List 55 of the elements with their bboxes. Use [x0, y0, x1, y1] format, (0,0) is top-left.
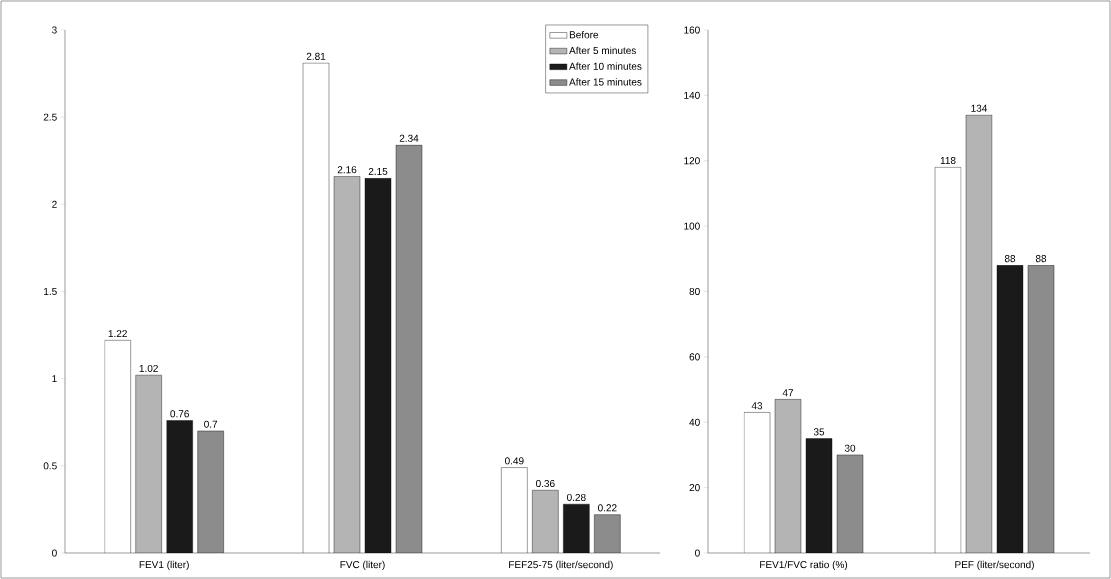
data-label: 43 [751, 402, 763, 410]
legend-label: After 10 minutes [569, 62, 642, 70]
y-tick-label: 1.5 [44, 288, 57, 295]
bar [965, 114, 993, 553]
data-label: 1.02 [139, 364, 158, 372]
x-tick-label: FEV1 (liter) [139, 560, 189, 571]
bar [806, 438, 833, 553]
x-tick-label: FEV1/FVC ratio (%) [760, 560, 848, 571]
y-tick-label: 100 [684, 222, 700, 230]
data-label: 47 [782, 389, 794, 397]
y-tick-label: 0.5 [43, 462, 57, 470]
y-tick-label: 20 [689, 484, 700, 492]
data-label: 0.7 [204, 420, 218, 428]
data-label: 0.28 [567, 493, 586, 501]
bar [365, 178, 391, 553]
y-tick-label: 160 [684, 26, 700, 34]
data-label: 30 [844, 444, 856, 452]
data-label: 0.22 [598, 504, 617, 512]
bar [135, 375, 162, 553]
y-tick-label: 2.5 [43, 113, 57, 121]
legend-label: After 15 minutes [569, 78, 642, 86]
data-label: 134 [971, 104, 988, 112]
legend-label: After 5 minutes [569, 46, 636, 55]
bar [996, 265, 1024, 553]
data-label: 0.49 [505, 457, 524, 465]
data-label: 2.34 [399, 134, 419, 142]
y-tick-label: 3 [52, 26, 57, 34]
data-label: 88 [1004, 255, 1016, 263]
data-label: 35 [813, 428, 825, 436]
data-label: 1.22 [108, 330, 127, 338]
data-label: 88 [1035, 255, 1047, 263]
y-tick-label: 80 [689, 287, 700, 296]
bar [775, 399, 802, 553]
data-label: 0.36 [536, 479, 555, 488]
x-tick-label: PEF (liter/second) [955, 560, 1034, 571]
data-label: 0.76 [170, 410, 189, 418]
y-tick-label: 0 [52, 549, 57, 557]
y-tick-label: 60 [689, 353, 700, 361]
x-tick-label: FVC (liter) [340, 560, 385, 571]
y-tick-label: 140 [684, 91, 700, 99]
x-tick-label: FEF25-75 (liter/second) [509, 560, 613, 571]
legend-label: Before [569, 30, 599, 39]
data-label: 2.16 [337, 166, 357, 174]
data-label: 2.81 [306, 52, 326, 60]
y-tick-label: 40 [689, 418, 700, 426]
bar [563, 503, 590, 553]
y-tick-label: 120 [684, 157, 700, 165]
y-tick-label: 2 [52, 200, 57, 208]
bar [334, 176, 360, 553]
data-label: 118 [940, 157, 956, 165]
bar [532, 490, 559, 553]
y-tick-label: 1 [52, 375, 57, 383]
data-label: 2.15 [368, 167, 388, 175]
y-tick-label: 0 [695, 549, 700, 557]
bar [166, 420, 193, 553]
